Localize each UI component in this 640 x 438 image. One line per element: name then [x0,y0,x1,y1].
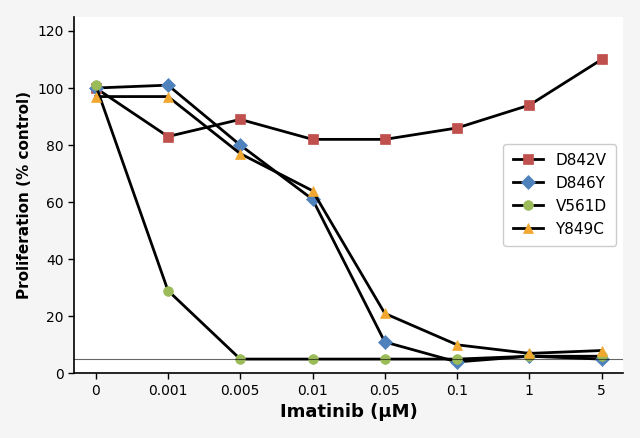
V561D [525,353,533,359]
V561D [92,82,100,88]
Y-axis label: Proliferation (% control): Proliferation (% control) [17,91,31,299]
D842V [236,117,244,122]
V561D [164,288,172,293]
Line: V561D: V561D [91,80,607,364]
V561D [308,357,316,362]
D842V [381,137,388,142]
D846Y [453,359,461,364]
D846Y [381,339,388,345]
Y849C [381,311,388,316]
V561D [236,357,244,362]
Legend: D842V, D846Y, V561D, Y849C: D842V, D846Y, V561D, Y849C [504,144,616,246]
Line: Y849C: Y849C [91,92,607,358]
Y849C [236,151,244,156]
D846Y [525,353,533,359]
D842V [453,125,461,131]
V561D [598,353,605,359]
D842V [598,57,605,62]
Y849C [453,342,461,347]
Y849C [598,348,605,353]
Line: D846Y: D846Y [91,80,607,367]
D846Y [164,82,172,88]
V561D [453,357,461,362]
D846Y [308,197,316,202]
D842V [164,134,172,139]
D846Y [92,85,100,91]
V561D [381,357,388,362]
D846Y [236,142,244,148]
X-axis label: Imatinib (μM): Imatinib (μM) [280,403,417,421]
D842V [308,137,316,142]
Y849C [308,188,316,193]
D842V [92,85,100,91]
Y849C [164,94,172,99]
Line: D842V: D842V [91,55,607,144]
D846Y [598,357,605,362]
Y849C [92,94,100,99]
D842V [525,102,533,108]
Y849C [525,351,533,356]
